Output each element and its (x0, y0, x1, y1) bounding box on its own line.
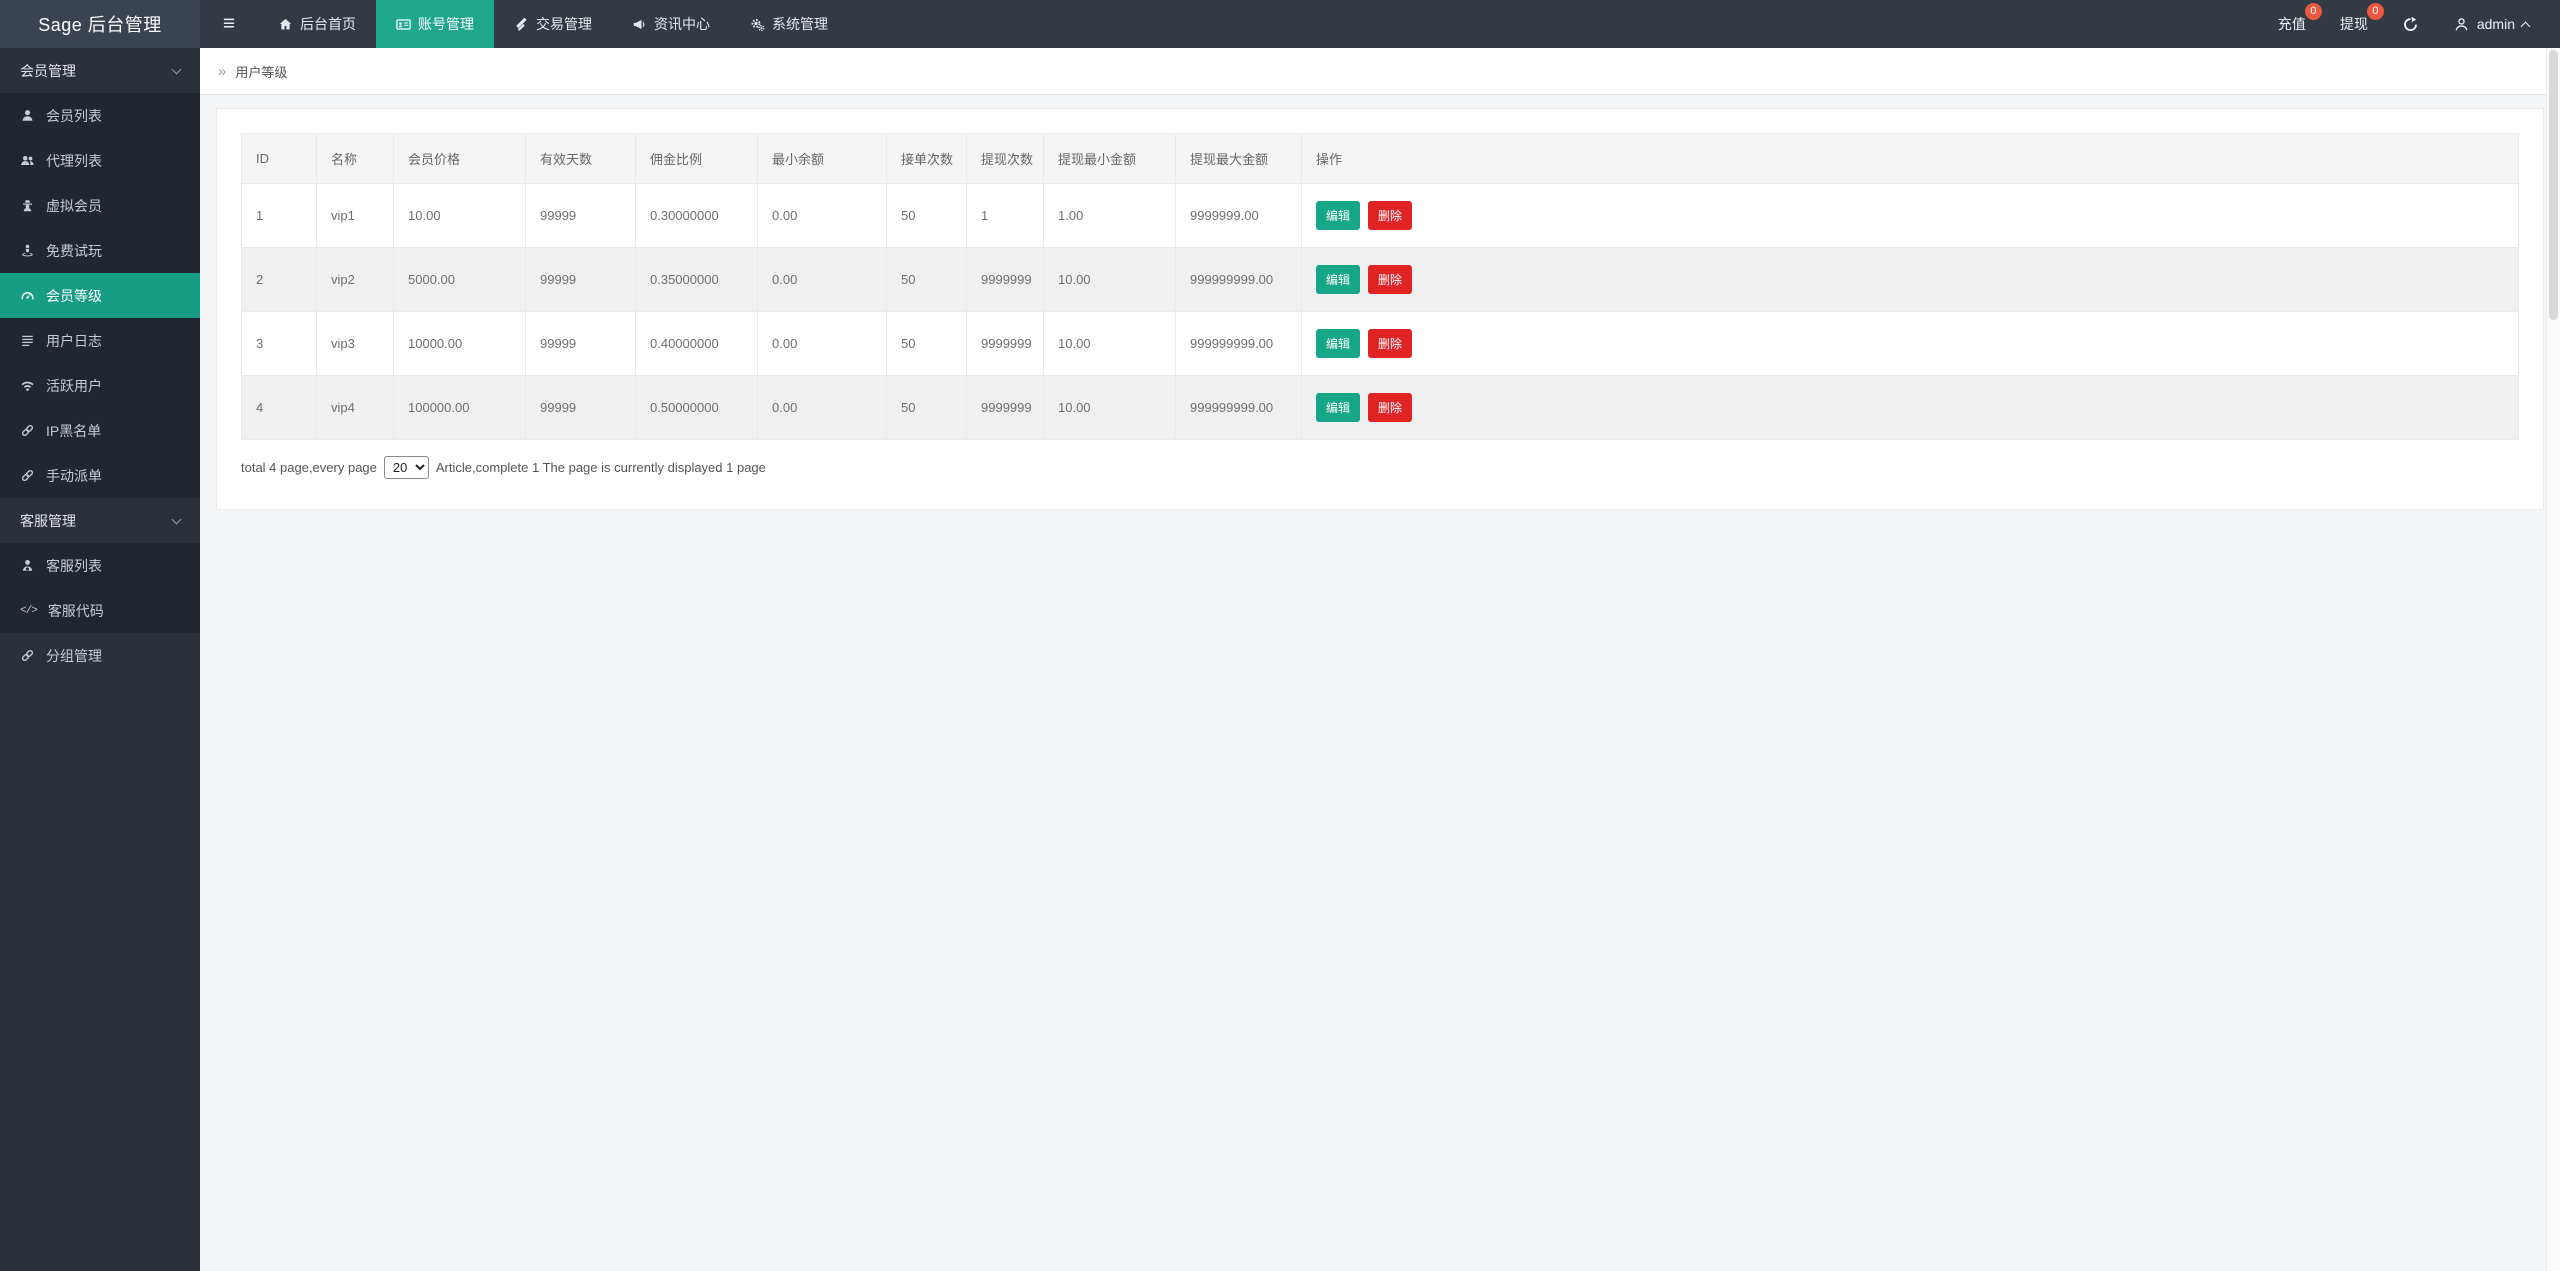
breadcrumb-separator-icon: » (218, 62, 227, 80)
col-header-actions: 操作 (1301, 133, 2519, 184)
nav-item-accounts[interactable]: 账号管理 (376, 0, 494, 48)
gavel-icon (514, 17, 529, 32)
edit-button[interactable]: 编辑 (1316, 329, 1361, 358)
delete-button[interactable]: 删除 (1368, 393, 1413, 422)
link-icon (20, 648, 35, 663)
user-icon (2453, 16, 2470, 33)
chevron-down-icon (171, 514, 182, 524)
sidebar-item-member-list[interactable]: 会员列表 (0, 93, 200, 138)
menu-toggle-button[interactable]: ≡ (200, 0, 258, 48)
home-icon (278, 17, 293, 32)
col-header-withdraw-times: 提现次数 (966, 133, 1044, 184)
table-row: 4 vip4 100000.00 99999 0.50000000 0.00 5… (241, 375, 2519, 440)
col-header-withdraw-max: 提现最大金额 (1175, 133, 1302, 184)
sidebar-item-member-level[interactable]: 会员等级 (0, 273, 200, 318)
top-nav: 后台首页 账号管理 交易管理 资讯中心 系统管理 (258, 0, 848, 48)
sidebar-item-free-trial[interactable]: 免费试玩 (0, 228, 200, 273)
sidebar-item-group-management[interactable]: 分组管理 (0, 633, 200, 678)
sidebar-section-member-management[interactable]: 会员管理 (0, 48, 200, 93)
gears-icon (750, 17, 765, 32)
table-row: 2 vip2 5000.00 99999 0.35000000 0.00 50 … (241, 247, 2519, 312)
user-menu[interactable]: admin (2436, 0, 2546, 48)
refresh-icon (2402, 16, 2419, 33)
pagination-prefix: total 4 page,every page (241, 460, 377, 475)
col-header-withdraw-min: 提现最小金额 (1043, 133, 1176, 184)
nav-item-news[interactable]: 资讯中心 (612, 0, 730, 48)
breadcrumb: » 用户等级 (200, 48, 2560, 95)
scrollbar-thumb[interactable] (2549, 50, 2558, 320)
sidebar-item-service-list[interactable]: 客服列表 (0, 543, 200, 588)
withdraw-link[interactable]: 提现 0 (2323, 0, 2385, 48)
main-content: » 用户等级 ID 名称 会员价格 有效天数 佣金比例 最小余额 (200, 48, 2560, 1271)
sidebar-item-manual-dispatch[interactable]: 手动派单 (0, 453, 200, 498)
withdraw-badge: 0 (2366, 3, 2384, 20)
chevron-down-icon (171, 64, 182, 74)
sidebar-section-service-management[interactable]: 客服管理 (0, 498, 200, 543)
table-row: 1 vip1 10.00 99999 0.30000000 0.00 50 1 … (241, 183, 2519, 248)
list-icon (20, 333, 35, 348)
col-header-days: 有效天数 (525, 133, 636, 184)
nav-item-dashboard[interactable]: 后台首页 (258, 0, 376, 48)
sidebar-item-active-users[interactable]: 活跃用户 (0, 363, 200, 408)
sidebar-item-agent-list[interactable]: 代理列表 (0, 138, 200, 183)
recharge-link[interactable]: 充值 0 (2261, 0, 2323, 48)
sidebar-item-virtual-members[interactable]: 虚拟会员 (0, 183, 200, 228)
pagination: total 4 page,every page 20 Article,compl… (241, 456, 2519, 479)
sidebar: 会员管理 会员列表 代理列表 虚拟会员 免费试玩 会员等级 用户日志 活跃用户 … (0, 48, 200, 1271)
edit-button[interactable]: 编辑 (1316, 265, 1361, 294)
sidebar-item-service-code[interactable]: </> 客服代码 (0, 588, 200, 633)
data-panel: ID 名称 会员价格 有效天数 佣金比例 最小余额 接单次数 提现次数 提现最小… (216, 108, 2544, 510)
nav-item-trades[interactable]: 交易管理 (494, 0, 612, 48)
code-icon: </> (20, 604, 38, 617)
megaphone-icon (632, 17, 647, 32)
edit-button[interactable]: 编辑 (1316, 201, 1361, 230)
link-icon (20, 423, 35, 438)
sidebar-item-ip-blacklist[interactable]: IP黑名单 (0, 408, 200, 453)
recharge-badge: 0 (2304, 3, 2322, 20)
link-icon (20, 468, 35, 483)
refresh-button[interactable] (2385, 0, 2436, 48)
col-header-id: ID (241, 133, 317, 184)
user-md-icon (20, 558, 35, 573)
col-header-commission: 佣金比例 (635, 133, 758, 184)
edit-button[interactable]: 编辑 (1316, 393, 1361, 422)
topbar: Sage 后台管理 ≡ 后台首页 账号管理 交易管理 资讯中心 系统管理 充值 0… (0, 0, 2560, 48)
nav-item-system[interactable]: 系统管理 (730, 0, 848, 48)
page-title: 用户等级 (235, 64, 288, 80)
delete-button[interactable]: 删除 (1368, 329, 1413, 358)
id-card-icon (396, 17, 411, 32)
user-secret-icon (20, 198, 35, 213)
user-icon (20, 108, 35, 123)
app-logo: Sage 后台管理 (0, 0, 200, 48)
users-icon (20, 153, 35, 168)
sidebar-item-user-logs[interactable]: 用户日志 (0, 318, 200, 363)
delete-button[interactable]: 删除 (1368, 201, 1413, 230)
hamburger-icon: ≡ (222, 12, 236, 35)
table-header-row: ID 名称 会员价格 有效天数 佣金比例 最小余额 接单次数 提现次数 提现最小… (241, 133, 2519, 184)
username: admin (2476, 16, 2515, 32)
topbar-right: 充值 0 提现 0 admin (2261, 0, 2560, 48)
delete-button[interactable]: 删除 (1368, 265, 1413, 294)
user-level-table: ID 名称 会员价格 有效天数 佣金比例 最小余额 接单次数 提现次数 提现最小… (241, 133, 2519, 440)
col-header-price: 会员价格 (393, 133, 526, 184)
pagination-suffix: Article,complete 1 The page is currently… (435, 460, 766, 475)
page-size-select[interactable]: 20 (383, 456, 429, 479)
vertical-scrollbar[interactable] (2546, 48, 2560, 1271)
col-header-min-balance: 最小余额 (757, 133, 887, 184)
col-header-order-times: 接单次数 (886, 133, 967, 184)
wifi-icon (20, 378, 35, 393)
table-row: 3 vip3 10000.00 99999 0.40000000 0.00 50… (241, 311, 2519, 376)
street-view-icon (20, 243, 35, 258)
col-header-name: 名称 (316, 133, 394, 184)
gauge-icon (20, 288, 35, 303)
chevron-up-icon (2520, 21, 2531, 31)
